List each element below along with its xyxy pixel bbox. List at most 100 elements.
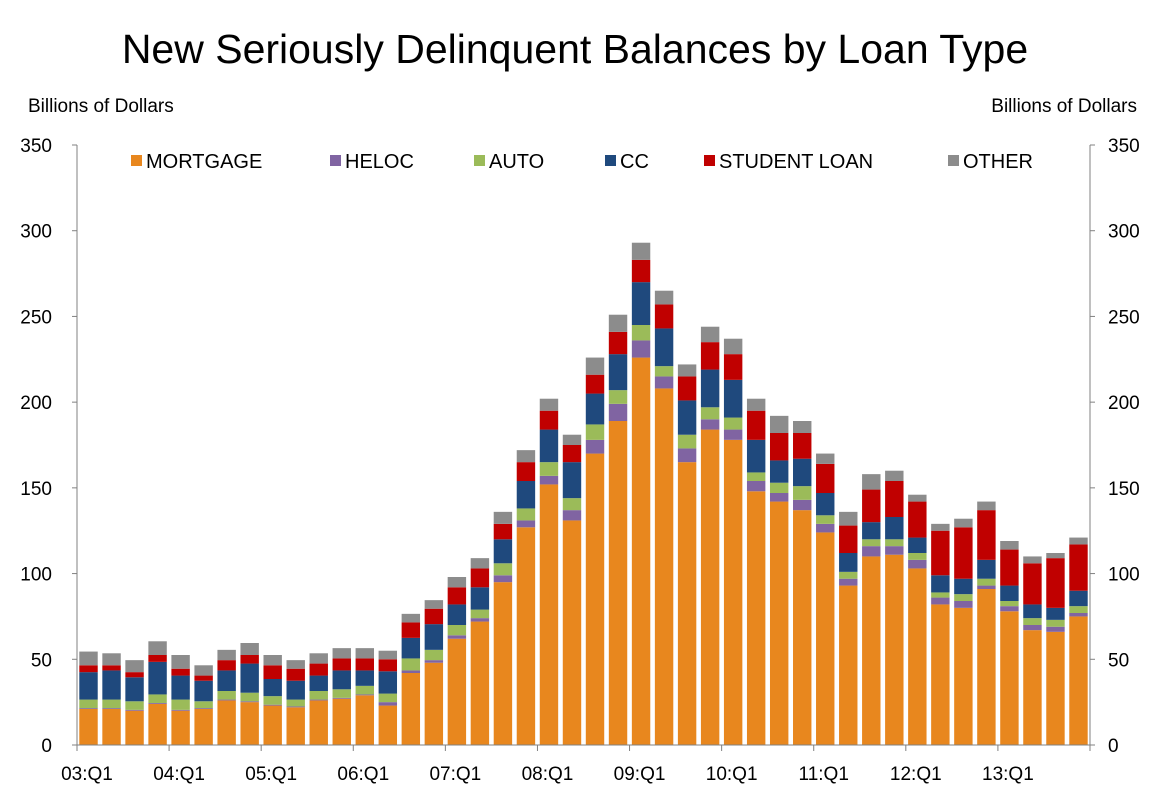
- bar-segment-cc-03:Q1: [79, 672, 98, 700]
- chart-title: New Seriously Delinquent Balances by Loa…: [122, 26, 1028, 72]
- bar-segment-heloc-06:Q1: [355, 694, 374, 696]
- bar-segment-auto-08:Q3: [585, 424, 605, 440]
- bar-segment-heloc-11:Q2: [839, 578, 858, 586]
- bar-segment-auto-09:Q3: [677, 434, 697, 449]
- bar-segment-other-08:Q3: [585, 357, 605, 375]
- bar-segment-cc-10:Q3: [769, 460, 789, 483]
- bar-segment-student-loan-03:Q1: [79, 665, 98, 673]
- bar-segment-mortgage-06:Q4: [424, 662, 444, 745]
- bar-segment-mortgage-06:Q1: [355, 695, 374, 745]
- x-tick-label: 06:Q1: [337, 764, 389, 785]
- bar-segment-mortgage-10:Q2: [746, 491, 766, 745]
- bar-segment-other-07:Q1: [447, 577, 467, 588]
- bar-segment-auto-07:Q3: [493, 563, 513, 576]
- bar-segment-mortgage-07:Q1: [447, 638, 467, 745]
- bar-segment-heloc-11:Q1: [816, 523, 835, 533]
- bar-segment-cc-12:Q2: [931, 575, 950, 593]
- bar-segment-auto-03:Q4: [148, 694, 167, 703]
- y-tick-label-left: 300: [20, 222, 52, 243]
- bar-segment-mortgage-13:Q4: [1069, 616, 1088, 745]
- bar-segment-mortgage-05:Q4: [332, 698, 351, 745]
- bar-segment-student-loan-09:Q4: [700, 342, 720, 370]
- bar-segment-cc-11:Q1: [816, 493, 835, 516]
- bar-segment-cc-11:Q2: [839, 553, 858, 572]
- legend-swatch-auto: [474, 155, 485, 166]
- bar-segment-student-loan-08:Q4: [608, 331, 628, 355]
- bar-segment-mortgage-11:Q2: [839, 585, 858, 745]
- bar-segment-heloc-10:Q3: [769, 493, 789, 502]
- bar-segment-cc-03:Q4: [148, 661, 167, 695]
- bar-segment-cc-05:Q4: [332, 670, 351, 690]
- bar-segment-mortgage-03:Q2: [102, 709, 121, 745]
- x-tick-label: 05:Q1: [245, 764, 297, 785]
- bar-segment-other-06:Q1: [355, 648, 374, 659]
- bar-segment-heloc-03:Q2: [102, 708, 121, 709]
- bar-segment-other-09:Q4: [700, 326, 720, 343]
- bar-segment-student-loan-06:Q1: [355, 658, 374, 671]
- bar-segment-student-loan-11:Q1: [816, 463, 835, 493]
- bar-segment-mortgage-10:Q4: [793, 510, 812, 745]
- bar-segment-heloc-12:Q3: [954, 601, 973, 608]
- bar-segment-student-loan-08:Q3: [585, 374, 605, 394]
- y-axis-label-right: Billions of Dollars: [991, 96, 1137, 117]
- bar-segment-auto-06:Q3: [401, 658, 421, 671]
- bar-segment-auto-09:Q4: [700, 407, 720, 420]
- bar-segment-auto-09:Q2: [654, 366, 674, 377]
- bar-segment-cc-07:Q4: [516, 481, 536, 509]
- bar-segment-other-07:Q3: [493, 511, 513, 524]
- bar-segment-cc-08:Q4: [608, 354, 628, 391]
- bar-segment-cc-12:Q4: [977, 559, 996, 579]
- bar-segment-auto-10:Q2: [746, 472, 766, 481]
- bar-segment-heloc-10:Q2: [746, 481, 766, 492]
- bar-segment-other-03:Q1: [79, 651, 98, 666]
- y-tick-label-right: 300: [1108, 222, 1140, 243]
- bar-segment-auto-11:Q2: [839, 571, 858, 579]
- bar-segment-heloc-09:Q1: [631, 340, 651, 358]
- bar-segment-auto-12:Q1: [908, 553, 927, 560]
- bar-segment-other-08:Q1: [539, 398, 559, 411]
- bar-segment-auto-06:Q2: [378, 693, 398, 703]
- bar-segment-cc-10:Q4: [793, 458, 812, 487]
- bar-segment-mortgage-07:Q3: [493, 582, 513, 745]
- bar-segment-other-11:Q3: [862, 474, 881, 490]
- bar-segment-mortgage-09:Q3: [677, 462, 697, 745]
- bar-segment-other-06:Q4: [424, 600, 444, 609]
- bar-segment-cc-06:Q3: [401, 637, 421, 659]
- bar-segment-cc-05:Q1: [263, 679, 282, 697]
- bar-segment-mortgage-12:Q4: [977, 589, 996, 745]
- bar-segment-other-04:Q2: [194, 665, 213, 676]
- bar-segment-student-loan-11:Q2: [839, 525, 858, 553]
- bar-segment-other-04:Q3: [217, 649, 236, 661]
- bar-segment-mortgage-04:Q3: [217, 700, 236, 745]
- legend-swatch-student-loan: [704, 155, 715, 166]
- bar-segment-auto-04:Q3: [217, 691, 236, 700]
- bar-segment-student-loan-07:Q2: [470, 568, 490, 588]
- bar-segment-heloc-09:Q2: [654, 376, 674, 389]
- bar-segment-auto-04:Q4: [240, 692, 259, 702]
- bar-segment-other-09:Q2: [654, 290, 674, 305]
- bar-segment-heloc-12:Q4: [977, 585, 996, 589]
- y-tick-label-right: 200: [1108, 393, 1140, 414]
- bar-segment-other-08:Q2: [562, 434, 582, 445]
- bar-segment-heloc-07:Q2: [470, 618, 490, 622]
- x-tick-label: 12:Q1: [890, 764, 942, 785]
- bar-segment-mortgage-04:Q4: [240, 702, 259, 745]
- bar-segment-other-05:Q3: [309, 653, 328, 664]
- bar-segment-cc-13:Q4: [1069, 590, 1088, 607]
- bar-segment-mortgage-08:Q2: [562, 520, 582, 745]
- y-tick-label-right: 100: [1108, 565, 1140, 586]
- bar-segment-heloc-05:Q2: [286, 706, 305, 708]
- bar-segment-auto-08:Q1: [539, 462, 559, 476]
- bar-segment-heloc-11:Q4: [885, 546, 904, 555]
- bar-segment-student-loan-13:Q2: [1023, 563, 1042, 605]
- bar-segment-mortgage-10:Q1: [723, 439, 743, 745]
- bar-segment-student-loan-10:Q1: [723, 354, 743, 380]
- bar-segment-cc-04:Q1: [171, 675, 190, 700]
- bar-segment-other-05:Q1: [263, 655, 282, 666]
- bar-segment-cc-09:Q3: [677, 400, 697, 435]
- bar-segment-heloc-11:Q3: [862, 546, 881, 557]
- bar-segment-mortgage-05:Q2: [286, 707, 305, 745]
- bar-segment-heloc-07:Q1: [447, 635, 467, 639]
- bar-segment-other-12:Q4: [977, 501, 996, 511]
